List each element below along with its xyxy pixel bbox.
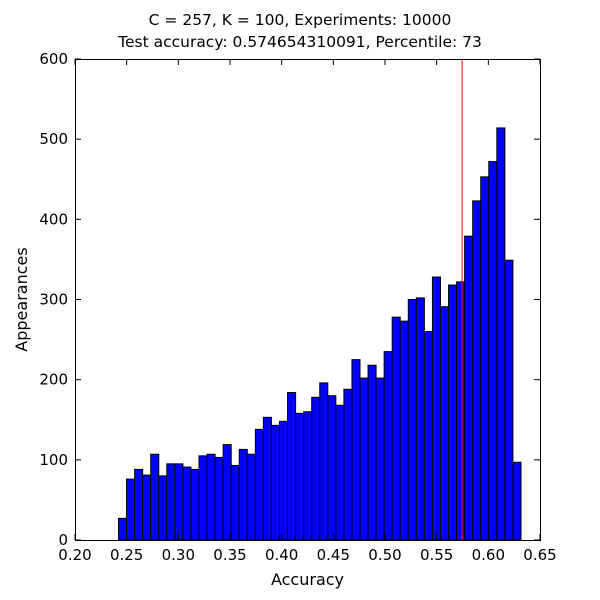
histogram-bar: [415, 297, 425, 541]
histogram-bar: [423, 331, 433, 541]
histogram-bar: [198, 455, 208, 541]
x-tick-label: 0.50: [368, 546, 401, 564]
x-tick-label: 0.55: [420, 546, 453, 564]
histogram-bar: [351, 359, 361, 541]
histogram-bar: [464, 235, 474, 541]
histogram-bar: [327, 395, 337, 541]
histogram-bar: [118, 517, 128, 541]
histogram-bar: [512, 461, 522, 541]
x-tick-label: 0.20: [58, 546, 91, 564]
y-tick-label: 100: [39, 451, 68, 469]
histogram-bar: [311, 396, 321, 541]
x-axis-label: Accuracy: [271, 570, 344, 589]
histogram-bar: [158, 475, 168, 541]
histogram-bar: [166, 463, 176, 541]
y-tick-label: 300: [39, 291, 68, 309]
y-tick-label: 600: [39, 50, 68, 68]
y-tick-label: 0: [58, 531, 68, 549]
histogram-bar: [278, 420, 289, 541]
histogram-bar: [472, 200, 482, 541]
histogram-bar: [190, 468, 200, 541]
histogram-bar: [456, 281, 466, 541]
histogram-bar: [270, 424, 280, 541]
y-tick-label: 200: [39, 371, 68, 389]
x-tick-label: 0.30: [162, 546, 195, 564]
histogram-bar: [134, 468, 144, 541]
histogram-bar: [448, 284, 458, 541]
histogram-bar: [488, 161, 498, 541]
histogram-bar: [399, 320, 409, 541]
histogram-bar: [254, 428, 264, 541]
y-tick-label: 500: [39, 130, 68, 148]
plot-frame: [75, 59, 541, 541]
histogram-bar: [391, 316, 401, 541]
x-tick-label: 0.65: [523, 546, 556, 564]
histogram-bar: [504, 259, 514, 541]
histogram-bar: [343, 388, 353, 541]
histogram-bar: [150, 453, 160, 541]
histogram-bar: [246, 453, 256, 541]
chart-subtitle: Test accuracy: 0.574654310091, Percentil…: [118, 33, 482, 51]
histogram-bar: [206, 453, 216, 541]
histogram-bar: [431, 276, 441, 541]
histogram-bar: [303, 411, 313, 541]
histogram-bar: [230, 464, 240, 541]
histogram-bar: [222, 444, 232, 541]
histogram-bar: [126, 478, 136, 541]
histogram-bar: [287, 391, 297, 541]
x-tick-label: 0.25: [110, 546, 143, 564]
ticks-group: 0.20 0.25 0.30 0.35 0.40 0.45 0.50 0.55 0.60 0.65…: [39, 50, 556, 564]
histogram-bar: [407, 299, 417, 541]
histogram-bar: [367, 364, 377, 541]
histogram-bar: [439, 306, 450, 541]
histogram-bar: [142, 474, 152, 541]
histogram-bar: [262, 416, 272, 541]
chart-title: C = 257, K = 100, Experiments: 10000: [148, 11, 452, 29]
bars-group: [118, 127, 522, 541]
y-axis-label: Appearances: [12, 247, 31, 351]
histogram-bar: [238, 448, 248, 541]
histogram-bar: [480, 176, 490, 541]
histogram-bar: [319, 382, 329, 541]
y-tick-label: 400: [39, 210, 68, 228]
histogram-bar: [359, 377, 369, 541]
histogram-bar: [383, 351, 393, 541]
histogram-bar: [375, 377, 385, 541]
x-tick-label: 0.40: [265, 546, 298, 564]
histogram-bar: [496, 127, 506, 541]
histogram-bar: [174, 463, 184, 541]
histogram-bar: [295, 412, 305, 541]
histogram-bar: [214, 456, 224, 541]
histogram-bar: [335, 404, 345, 541]
x-tick-label: 0.35: [213, 546, 246, 564]
x-tick-label: 0.60: [472, 546, 505, 564]
histogram-bar: [182, 466, 192, 541]
x-tick-label: 0.45: [317, 546, 350, 564]
